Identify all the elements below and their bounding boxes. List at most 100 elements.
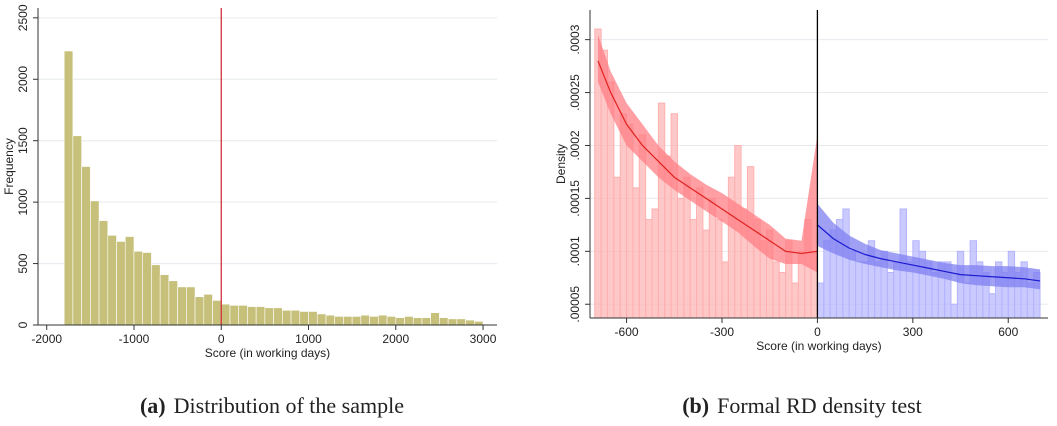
- bar: [657, 102, 666, 319]
- bar: [159, 274, 170, 326]
- bar: [456, 318, 466, 326]
- bar: [950, 303, 958, 319]
- bar: [220, 303, 231, 326]
- bar: [124, 236, 135, 326]
- y-tick-label: .0001: [568, 236, 582, 266]
- x-tick-label: 2000: [382, 332, 409, 346]
- bar: [63, 50, 74, 326]
- bar: [290, 309, 301, 326]
- bar: [474, 321, 484, 326]
- x-tick-label: 300: [903, 325, 923, 339]
- bar: [168, 280, 178, 326]
- bar: [343, 316, 353, 326]
- chart: .00005 .0001 .00015 .0002 .00025 .0003 -600 -30…: [554, 10, 1048, 418]
- confidence-band: [658, 145, 675, 190]
- confidence-band: [769, 224, 786, 265]
- bar: [177, 286, 187, 326]
- bar: [645, 219, 653, 319]
- x-tick-label: -600: [615, 325, 639, 339]
- bar: [238, 305, 248, 326]
- bar: [404, 316, 414, 326]
- x-tick-label: 600: [998, 325, 1018, 339]
- bar: [778, 271, 787, 319]
- bar: [848, 250, 857, 319]
- bar: [465, 319, 475, 326]
- bar: [325, 314, 335, 326]
- y-tick-label: 1000: [16, 188, 30, 215]
- bar: [194, 296, 205, 326]
- x-axis-title: Score (in working days): [205, 346, 330, 360]
- x-tick-label: 1000: [295, 332, 322, 346]
- y-tick-label: .0003: [568, 24, 582, 54]
- bar: [264, 307, 274, 326]
- caption: (a) Distribution of the sample: [140, 393, 404, 418]
- confidence-band: [1024, 267, 1041, 290]
- bar: [626, 123, 634, 319]
- bar: [273, 307, 283, 326]
- confidence-band: [1008, 266, 1025, 288]
- y-tick-label: 2500: [16, 4, 30, 31]
- bar: [142, 252, 152, 326]
- fit-line: [597, 60, 818, 255]
- bar: [98, 220, 109, 326]
- bar: [912, 240, 920, 319]
- caption-label: (a): [140, 393, 166, 418]
- bar: [412, 317, 423, 326]
- bar: [360, 314, 370, 326]
- confidence-band: [721, 193, 738, 233]
- bar: [632, 187, 640, 319]
- bar: [861, 261, 869, 319]
- bar: [963, 282, 971, 319]
- confidence-band: [865, 243, 882, 268]
- bar: [378, 314, 388, 326]
- bar: [81, 166, 91, 326]
- bar: [421, 317, 431, 326]
- bar: [823, 240, 831, 319]
- bar: [186, 286, 196, 326]
- bar: [229, 305, 240, 326]
- bar: [988, 293, 997, 319]
- confidence-band: [674, 161, 691, 201]
- bar: [816, 282, 825, 319]
- bar: [316, 313, 327, 326]
- y-axis-title: Density: [554, 144, 568, 184]
- bar: [107, 235, 117, 326]
- bar: [351, 316, 362, 326]
- bar: [721, 261, 729, 319]
- bar: [956, 250, 965, 319]
- bar: [72, 135, 82, 326]
- bar: [247, 306, 257, 326]
- bar: [282, 309, 292, 326]
- bar: [430, 312, 440, 326]
- bar: [791, 282, 799, 319]
- bar: [676, 197, 685, 319]
- bar: [203, 293, 213, 326]
- bar: [299, 311, 309, 326]
- caption-label: (b): [682, 393, 709, 418]
- bar: [334, 316, 344, 326]
- bar: [842, 208, 850, 319]
- x-tick-label: -1000: [119, 332, 150, 346]
- confidence-band: [642, 124, 659, 178]
- y-tick-label: 1500: [16, 127, 30, 154]
- y-tick-label: 500: [16, 253, 30, 273]
- bar: [395, 317, 405, 326]
- bar: [619, 113, 628, 319]
- bar: [931, 271, 939, 319]
- x-tick-label: -300: [710, 325, 734, 339]
- x-tick-label: -2000: [31, 332, 62, 346]
- x-tick-label: 3000: [470, 332, 497, 346]
- caption-text: Formal RD density test: [717, 393, 922, 418]
- confidence-band: [849, 235, 866, 265]
- bar: [90, 200, 100, 326]
- bar: [651, 208, 659, 319]
- bar: [439, 317, 449, 326]
- y-tick-label: .0002: [568, 130, 582, 160]
- x-tick-label: 0: [218, 332, 225, 346]
- bar: [212, 300, 222, 326]
- caption-text: Distribution of the sample: [174, 393, 404, 418]
- y-tick-label: .00015: [568, 180, 582, 217]
- bar: [772, 261, 780, 319]
- bar: [386, 316, 397, 326]
